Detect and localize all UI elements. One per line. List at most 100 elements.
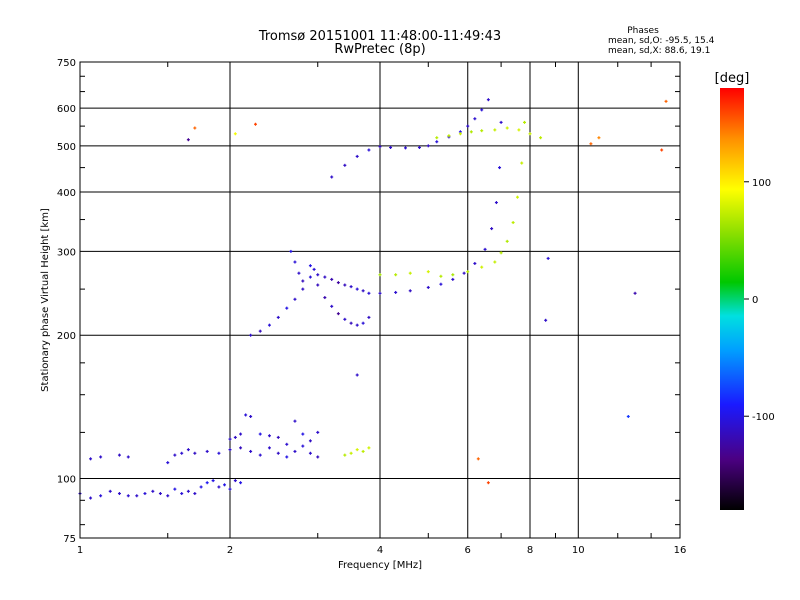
data-point — [494, 201, 498, 205]
data-point — [528, 132, 532, 136]
data-point — [301, 432, 305, 436]
data-point — [367, 446, 371, 450]
data-point — [435, 136, 439, 140]
data-point — [193, 451, 197, 455]
data-point — [367, 291, 371, 295]
data-point — [323, 296, 327, 300]
data-point — [480, 129, 484, 133]
data-point — [486, 481, 490, 485]
data-point — [205, 481, 209, 485]
data-point — [228, 448, 232, 452]
y-tick-label: 500 — [57, 142, 76, 153]
data-point — [517, 128, 521, 132]
phases-x-stats: mean, sd,X: 88.6, 19.1 — [608, 46, 710, 56]
data-point — [403, 146, 407, 150]
data-point — [633, 291, 637, 295]
data-point — [276, 435, 280, 439]
data-point — [330, 175, 334, 179]
data-point — [626, 414, 630, 418]
data-point — [108, 489, 112, 493]
data-point — [349, 285, 353, 289]
data-point — [408, 289, 412, 293]
data-point — [378, 145, 382, 149]
data-point — [389, 145, 393, 149]
data-point — [355, 373, 359, 377]
data-point — [597, 136, 601, 140]
data-point — [426, 144, 430, 148]
data-point — [293, 260, 297, 264]
data-point — [473, 261, 477, 265]
data-point — [511, 221, 515, 225]
data-point — [493, 260, 497, 264]
data-point — [660, 148, 664, 152]
data-point — [349, 451, 353, 455]
data-point — [316, 455, 320, 459]
data-point — [378, 273, 382, 277]
data-point — [451, 277, 455, 281]
data-point — [233, 132, 237, 136]
colorbar-tick-label: 0 — [752, 295, 758, 306]
data-point — [336, 312, 340, 316]
data-point — [355, 323, 359, 327]
data-point — [253, 122, 257, 126]
data-point — [426, 285, 430, 289]
data-point — [435, 140, 439, 144]
data-point — [466, 124, 470, 128]
axis-ticks: 1 2 4 6 8 10 16 75 100 200 300 400 500 600 750 — [57, 58, 686, 556]
x-tick-label: 4 — [377, 545, 383, 556]
data-point — [285, 306, 289, 310]
data-point — [217, 485, 221, 489]
data-point — [180, 492, 184, 496]
data-point — [316, 273, 320, 277]
data-point — [664, 99, 668, 103]
data-point — [308, 439, 312, 443]
data-point — [458, 132, 462, 136]
data-point — [293, 297, 297, 301]
data-point — [343, 283, 347, 287]
data-point — [211, 479, 215, 483]
data-point — [330, 277, 334, 281]
y-tick-label: 200 — [57, 331, 76, 342]
data-point — [451, 273, 455, 277]
data-point — [544, 318, 548, 322]
data-point — [499, 120, 503, 124]
data-point — [355, 287, 359, 291]
data-point — [193, 492, 197, 496]
data-point — [355, 154, 359, 158]
data-point — [589, 142, 593, 146]
data-point — [439, 274, 443, 278]
data-point — [244, 413, 248, 417]
data-point — [89, 457, 93, 461]
data-point — [99, 494, 103, 498]
data-point — [378, 291, 382, 295]
colorbar-unit-label: [deg] — [715, 71, 750, 86]
colorbar-ticks: 100 0 -100 — [744, 178, 775, 423]
data-point — [523, 120, 527, 124]
colorbar-tick-label: -100 — [752, 412, 775, 423]
x-tick-label: 8 — [527, 545, 533, 556]
data-point — [143, 492, 147, 496]
data-point — [285, 442, 289, 446]
data-point — [249, 449, 253, 453]
data-point — [239, 481, 243, 485]
data-point — [258, 432, 262, 436]
data-point — [462, 271, 466, 275]
x-tick-label: 2 — [227, 545, 233, 556]
data-point — [426, 270, 430, 274]
data-point — [301, 279, 305, 283]
data-point — [483, 247, 487, 251]
data-point — [394, 273, 398, 277]
data-point — [355, 448, 359, 452]
data-point — [258, 329, 262, 333]
data-point — [308, 451, 312, 455]
data-point — [267, 323, 271, 327]
data-point — [367, 315, 371, 319]
data-point — [180, 451, 184, 455]
data-point — [323, 275, 327, 279]
data-point — [493, 128, 497, 132]
x-tick-label: 1 — [77, 545, 83, 556]
data-point — [394, 290, 398, 294]
data-point — [520, 161, 524, 165]
data-point — [312, 267, 316, 271]
